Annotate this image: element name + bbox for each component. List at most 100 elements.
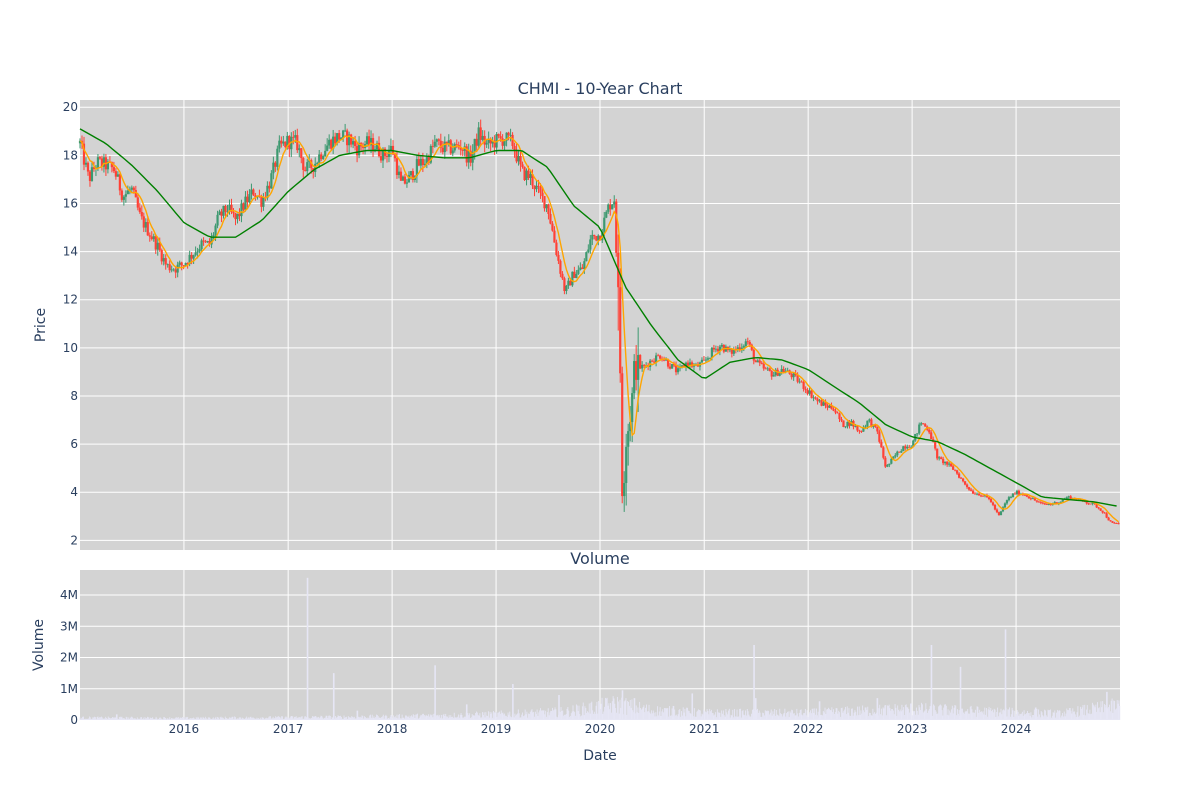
volume-bar: [569, 715, 571, 720]
candle-down: [501, 134, 504, 150]
candle-down: [876, 426, 879, 435]
volume-bar: [191, 718, 193, 720]
volume-bar: [241, 717, 243, 720]
volume-bar: [201, 718, 203, 720]
volume-bar: [608, 703, 610, 720]
volume-bar: [598, 700, 600, 720]
volume-bar: [147, 717, 149, 720]
volume-bar: [585, 707, 587, 720]
volume-bar: [226, 718, 228, 720]
volume-bar: [504, 713, 506, 720]
volume-bar: [496, 716, 498, 720]
volume-bar: [270, 716, 272, 720]
volume-bar: [341, 718, 343, 720]
volume-bar: [693, 708, 695, 720]
volume-bar: [1003, 710, 1005, 720]
volume-bar: [647, 711, 649, 720]
volume-bar: [605, 698, 607, 720]
volume-bar: [251, 717, 253, 720]
volume-bar: [787, 711, 789, 720]
volume-bar: [438, 716, 440, 720]
volume-bar: [328, 715, 330, 720]
volume-bar: [908, 709, 910, 720]
volume-bar: [654, 716, 656, 720]
volume-bar: [215, 716, 217, 720]
candle-down: [810, 389, 813, 399]
volume-bar: [1062, 716, 1064, 720]
volume-bar: [1086, 705, 1088, 720]
volume-bar: [978, 712, 980, 720]
volume-bar: [175, 717, 177, 720]
volume-bar: [382, 714, 384, 720]
volume-bar: [167, 718, 169, 720]
candle-down: [561, 271, 564, 281]
volume-bar: [1027, 713, 1029, 720]
volume-bar: [636, 712, 638, 720]
candle-down: [146, 216, 149, 236]
volume-bar: [128, 717, 130, 720]
volume-bar: [1081, 707, 1083, 720]
candle-up: [1003, 502, 1007, 509]
volume-bar: [968, 713, 969, 720]
candle-down: [934, 441, 937, 451]
volume-bar: [944, 704, 946, 720]
volume-bar: [426, 715, 428, 720]
candle-up: [156, 237, 159, 256]
candle-down: [643, 364, 646, 368]
volume-bar: [648, 704, 650, 720]
candle-down: [1089, 503, 1092, 505]
volume-bar: [452, 717, 454, 720]
volume-bar: [467, 713, 469, 720]
volume-bar: [744, 715, 746, 720]
volume-bar: [387, 718, 389, 720]
price-chart-title: CHMI - 10-Year Chart: [518, 79, 683, 98]
volume-bar: [531, 709, 533, 720]
volume-bar: [852, 715, 854, 720]
volume-bar: [403, 717, 405, 720]
volume-bar: [458, 717, 460, 720]
volume-bar: [511, 717, 512, 720]
volume-bar: [311, 716, 313, 720]
volume-bar: [310, 718, 312, 720]
volume-bar: [653, 712, 655, 720]
volume-bar: [423, 713, 424, 720]
candle-down: [930, 430, 933, 440]
volume-bar: [822, 711, 824, 720]
volume-spike-bar: [465, 704, 468, 720]
candle-down: [497, 133, 500, 139]
volume-bar: [515, 715, 517, 720]
volume-bar: [1076, 712, 1078, 720]
volume-bar: [472, 715, 474, 720]
volume-bar: [610, 712, 612, 720]
volume-bar: [814, 708, 816, 720]
candle-up: [708, 357, 712, 360]
volume-bar: [771, 715, 773, 720]
volume-bar: [139, 718, 141, 720]
volume-bar: [856, 715, 858, 720]
volume-bar: [910, 703, 912, 720]
volume-bar: [868, 712, 870, 720]
candle-up: [828, 404, 831, 409]
volume-bar: [714, 714, 716, 720]
volume-bar: [271, 718, 273, 720]
volume-bar: [901, 704, 903, 720]
volume-bar: [176, 717, 178, 720]
volume-bar: [675, 714, 677, 720]
candle-down: [836, 411, 839, 414]
volume-bar: [985, 714, 987, 720]
volume-bar: [923, 711, 925, 720]
volume-bar: [288, 718, 290, 720]
volume-bar: [449, 717, 451, 720]
candle-down: [1041, 501, 1044, 505]
volume-bar: [257, 718, 259, 720]
candle-down: [674, 361, 678, 376]
volume-bar: [633, 712, 635, 720]
volume-bar: [476, 711, 477, 720]
price-tick-label: 10: [63, 341, 78, 355]
price-tick-label: 4: [70, 485, 78, 499]
volume-spike-bar: [633, 698, 636, 720]
candle-up: [342, 129, 345, 142]
volume-bar: [998, 716, 999, 720]
volume-bar: [494, 712, 496, 720]
candle-down: [148, 232, 151, 242]
